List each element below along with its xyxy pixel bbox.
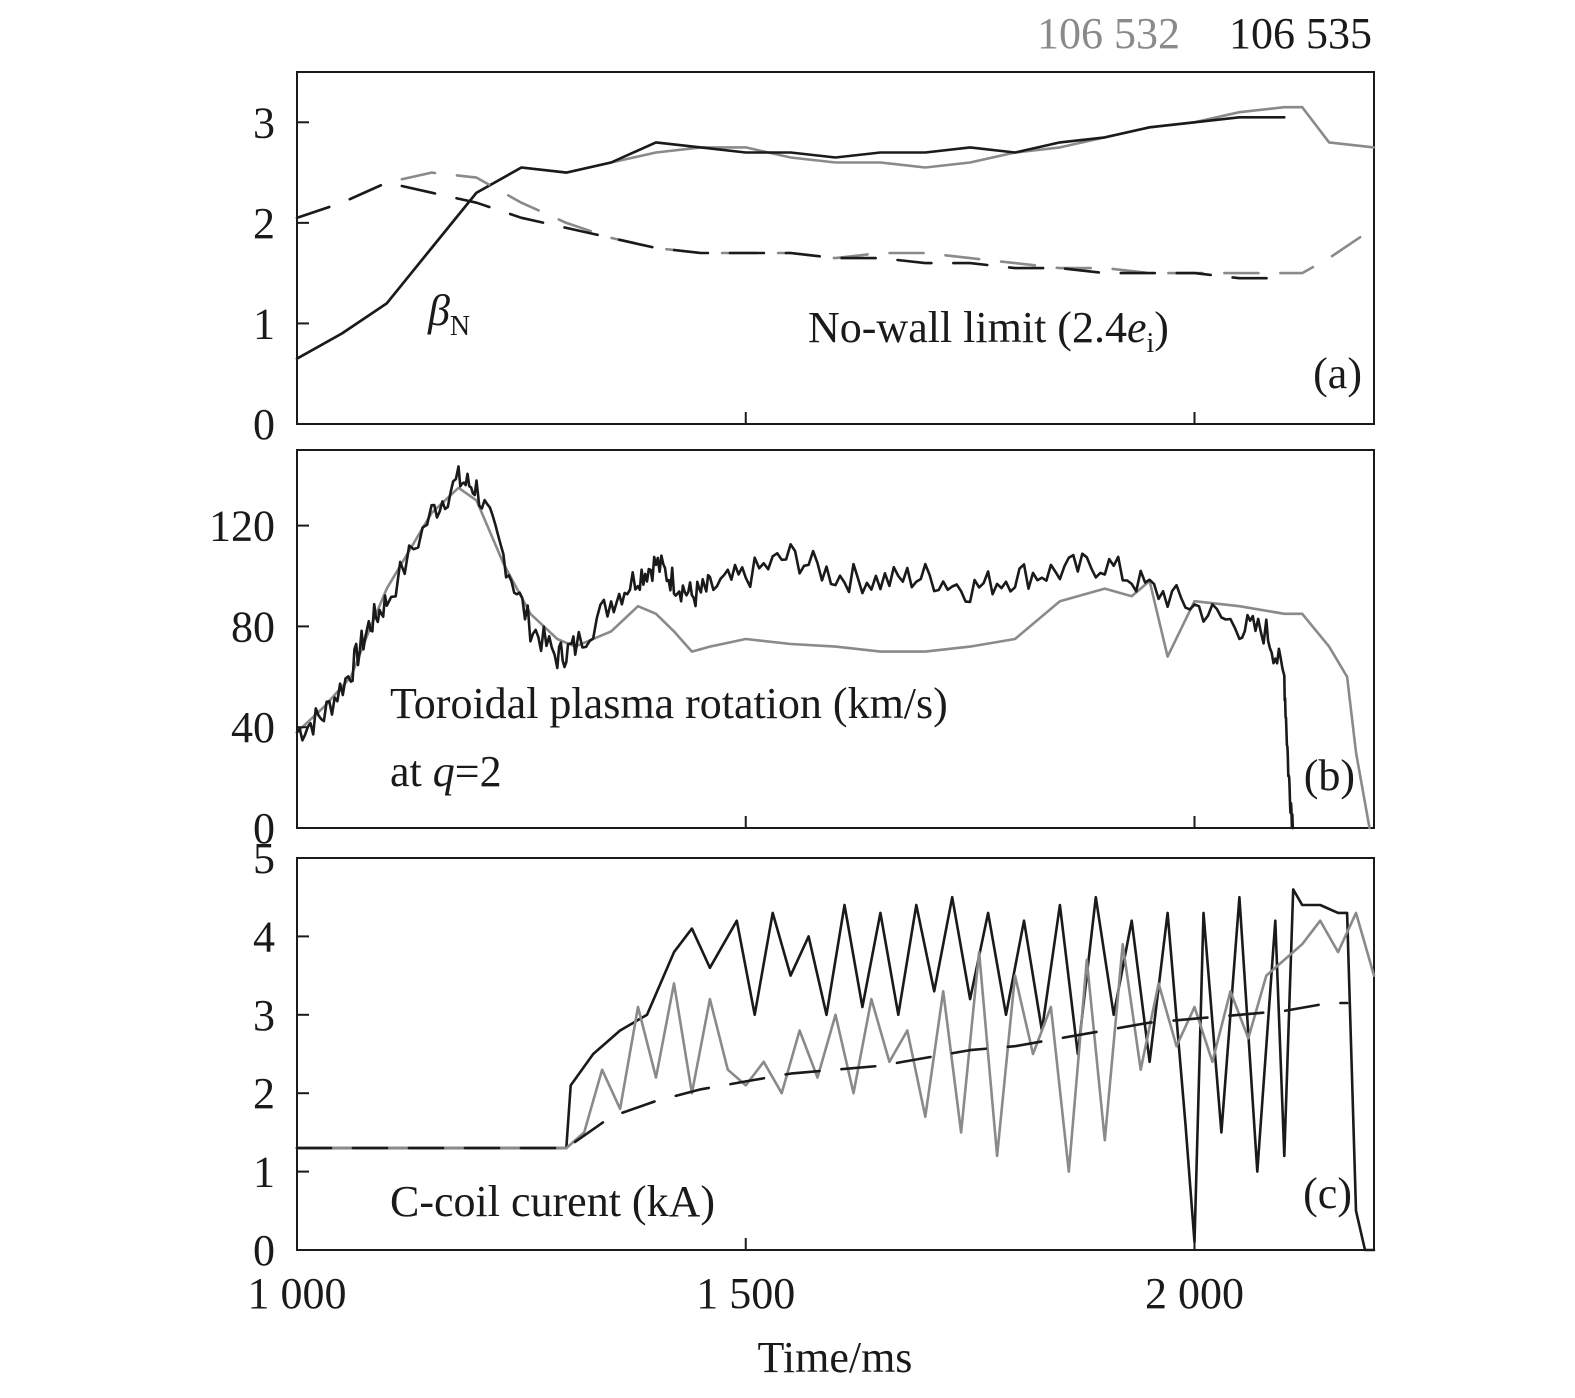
no-wall-limit-e: e	[1127, 303, 1147, 352]
q-prefix: at	[390, 747, 433, 796]
panel-c-frame	[296, 857, 1375, 1251]
panel-b-plot	[295, 465, 1371, 830]
y-tick-label-c-0: 0	[253, 1226, 275, 1275]
x-tick-label-2: 2 000	[1145, 1269, 1244, 1318]
q-value: =2	[455, 747, 502, 796]
y-tick-label-c-1: 1	[253, 1148, 275, 1197]
beta-symbol: β	[427, 286, 450, 335]
y-tick-label-a-0: 0	[253, 400, 275, 449]
series-b-106535-solid	[295, 465, 1295, 830]
y-tick-label-c-3: 3	[253, 991, 275, 1040]
x-axis-title: Time/ms	[758, 1333, 913, 1382]
beta-n-label: βN	[427, 286, 470, 342]
series-c-106532-solid	[295, 911, 1376, 1173]
y-tick-label-a-1: 1	[253, 299, 275, 348]
y-tick-label-b-2: 80	[231, 602, 275, 651]
panel-c-tag: (c)	[1303, 1169, 1352, 1218]
series-c-106535-solid	[295, 888, 1376, 1252]
no-wall-limit-text: No-wall limit (2.4	[808, 303, 1127, 352]
x-tick-label-1: 1 500	[696, 1269, 795, 1318]
y-tick-label-c-2: 2	[253, 1069, 275, 1118]
series-b-106532-solid	[295, 486, 1371, 830]
panel-b-frame	[296, 449, 1375, 829]
panel-a-frame	[296, 71, 1375, 425]
series-a-106535-dashed	[295, 181, 1286, 280]
y-tick-label-a-2: 2	[253, 199, 275, 248]
no-wall-limit-sub: i	[1147, 328, 1155, 359]
series-a-106535-solid	[295, 116, 1286, 360]
y-tick-label-b-3: 120	[209, 502, 275, 551]
y-tick-label-b-1: 40	[231, 703, 275, 752]
y-tick-label-a-3: 3	[253, 98, 275, 147]
y-tick-label-c-5: 5	[253, 834, 275, 883]
no-wall-limit-close: )	[1154, 303, 1169, 352]
x-tick-label-0: 1 000	[248, 1269, 347, 1318]
panel-a-tag: (a)	[1313, 349, 1362, 398]
axis-ticks: 0 1 2 3 0 40 80 120 0 1 2 3 4 5 1 000 1 500 2 000	[209, 98, 1244, 1318]
series-c-106535-dashed	[295, 1001, 1349, 1150]
q-symbol: q	[433, 747, 455, 796]
panel-a-plot	[295, 105, 1376, 360]
panel-c-plot	[295, 888, 1376, 1252]
c-coil-label: C-coil curent (kA)	[390, 1177, 715, 1226]
legend-shot-b: 106 535	[1229, 9, 1372, 58]
legend-shot-a: 106 532	[1037, 9, 1180, 58]
no-wall-limit-label: No-wall limit (2.4ei)	[808, 303, 1169, 359]
panel-b-tag: (b)	[1304, 751, 1355, 800]
y-tick-label-b-0: 0	[253, 804, 275, 853]
y-tick-label-c-4: 4	[253, 912, 275, 961]
beta-subscript: N	[450, 311, 470, 342]
rotation-label: Toroidal plasma rotation (km/s)	[390, 679, 948, 728]
rotation-label-q: at q=2	[390, 747, 502, 796]
series-a-106532-dashed	[295, 171, 1376, 275]
